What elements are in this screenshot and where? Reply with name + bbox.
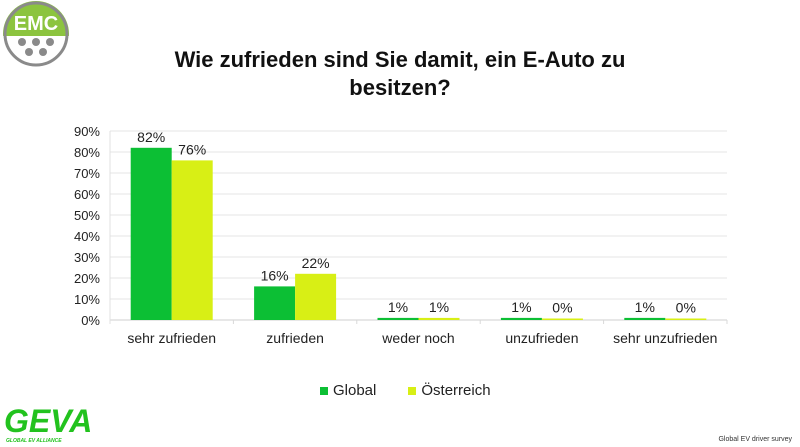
y-tick-label: 30% — [74, 250, 100, 265]
data-label: 0% — [676, 300, 696, 316]
y-tick-label: 90% — [74, 124, 100, 139]
data-label: 16% — [261, 267, 289, 283]
y-tick-label: 70% — [74, 166, 100, 181]
bar-oesterreich — [171, 160, 213, 320]
y-tick-label: 40% — [74, 229, 100, 244]
legend-label-oesterreich: Österreich — [421, 382, 491, 399]
data-label: 76% — [178, 141, 206, 157]
geva-logo: GEVA GLOBAL EV ALLIANCE — [4, 403, 92, 444]
data-labels: 82% 76% 16% 22% 1% 1% 1% 0% 1% 0% — [137, 129, 696, 316]
y-tick-label: 10% — [74, 292, 100, 307]
geva-logo-text: GEVA — [4, 403, 92, 439]
data-label: 22% — [302, 255, 330, 271]
emc-logo-text: EMC — [14, 13, 58, 35]
bar-global — [624, 317, 666, 320]
data-label: 1% — [635, 299, 655, 315]
x-category-label: zufrieden — [266, 330, 324, 346]
emc-logo: EMC — [3, 1, 69, 67]
legend-item-global: Global — [320, 382, 376, 399]
y-tick-label: 60% — [74, 187, 100, 202]
data-label: 1% — [511, 299, 531, 315]
bar-oesterreich — [541, 318, 583, 320]
data-label: 0% — [552, 300, 572, 316]
y-tick-label: 80% — [74, 145, 100, 160]
chart-title: Wie zufrieden sind Sie damit, ein E-Auto… — [174, 47, 626, 100]
y-axis-ticks: 0% 10% 20% 30% 40% 50% 60% 70% 80% 90% — [74, 124, 100, 328]
legend-label-global: Global — [333, 382, 377, 399]
bar-global — [377, 317, 419, 320]
y-tick-label: 50% — [74, 208, 100, 223]
y-tick-label: 20% — [74, 271, 100, 286]
y-tick-label: 0% — [81, 313, 100, 328]
x-category-label: sehr unzufrieden — [613, 330, 717, 346]
geva-tagline: GLOBAL EV ALLIANCE — [6, 438, 62, 444]
data-label: 82% — [137, 129, 165, 145]
bar-oesterreich — [418, 317, 460, 320]
legend-item-oesterreich: Österreich — [408, 382, 491, 399]
data-label: 1% — [388, 299, 408, 315]
x-category-label: sehr zufrieden — [127, 330, 216, 346]
legend-swatch-global — [320, 386, 328, 395]
bar-oesterreich — [665, 318, 707, 320]
bar-global — [500, 317, 542, 320]
bar-global — [254, 286, 296, 320]
bar-oesterreich — [295, 273, 337, 320]
x-category-label: weder noch — [381, 330, 454, 346]
data-label: 1% — [429, 299, 449, 315]
legend-swatch-oesterreich — [408, 386, 417, 395]
grid-lines — [109, 130, 728, 324]
legend: Global Österreich — [320, 382, 491, 399]
x-category-label: unzufrieden — [505, 330, 578, 346]
x-axis-categories: sehr zufrieden zufrieden weder noch unzufri… — [127, 330, 717, 346]
source-note: Global EV driver survey — [718, 436, 792, 443]
bars — [130, 147, 707, 320]
bar-global — [130, 147, 172, 320]
